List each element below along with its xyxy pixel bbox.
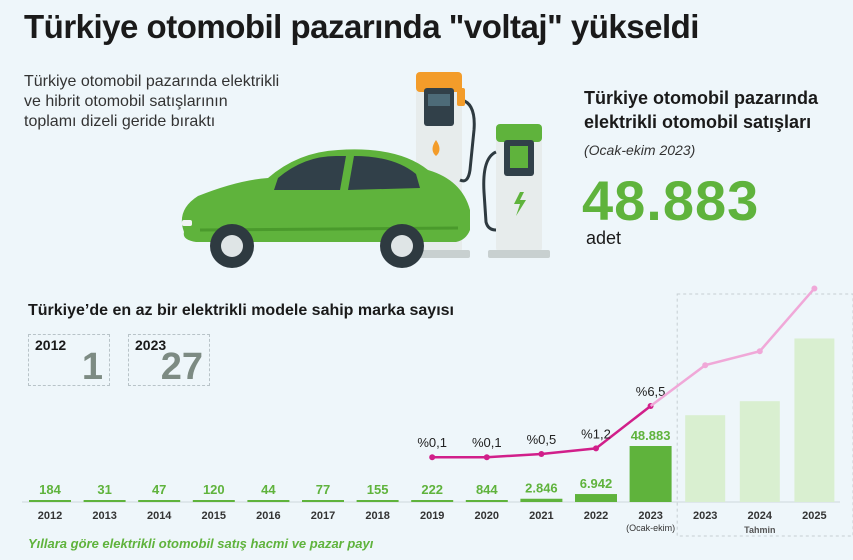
brand-count-title: Türkiye’de en az bir elektrikli modele s… [28, 302, 454, 319]
brand-count-box-2012: 2012 1 [28, 334, 110, 388]
sales-bar-label: 47 [152, 482, 166, 497]
market-share-point [538, 451, 545, 457]
ev-charger-icon [482, 124, 550, 258]
x-tick-label: 2019 [420, 510, 444, 522]
stat-period: (Ocak-ekim 2023) [584, 142, 696, 158]
sales-bar [302, 500, 344, 502]
sales-bar [247, 500, 290, 502]
sales-bar-label: 31 [97, 482, 111, 497]
sales-bar-label: 184 [39, 482, 61, 497]
car-charger-illustration [181, 72, 550, 268]
sales-bar [356, 500, 399, 502]
sales-bar-label: 2.846 [525, 481, 558, 496]
market-share-label: %0,1 [417, 435, 447, 450]
sales-bar [29, 500, 71, 502]
brand-count-box-2023: 2023 27 [128, 334, 210, 388]
forecast-trend-point [702, 362, 709, 369]
stat-title: Türkiye otomobil pazarında elektrikli ot… [584, 88, 819, 132]
sales-bar [192, 500, 235, 502]
forecast-trend-line [649, 287, 816, 408]
market-share-label: %0,5 [527, 432, 557, 447]
brand-count-value: 27 [160, 346, 203, 388]
sales-bar [138, 500, 181, 502]
market-share-label: %6,5 [636, 384, 666, 399]
forecast-trend-point [811, 285, 818, 292]
sales-bar-label: 155 [367, 482, 389, 497]
market-share-point [483, 454, 490, 461]
x-tick-note: (Ocak-ekim) [626, 523, 675, 533]
sales-bar [629, 446, 672, 502]
forecast-label: Tahmin [744, 525, 775, 535]
brand-count-value: 1 [81, 346, 103, 388]
sales-bar-label: 120 [203, 482, 225, 497]
market-share-label: %0,1 [472, 435, 502, 450]
x-tick-label: 2013 [92, 510, 116, 522]
x-tick-label: 2012 [38, 510, 62, 522]
forecast-bar [794, 338, 835, 502]
stat-value: 48.883 [582, 169, 760, 232]
x-tick-label: 2024 [748, 510, 773, 522]
x-tick-label: 2023 [638, 510, 662, 522]
sales-bar-label: 48.883 [631, 428, 671, 443]
x-tick-label: 2025 [802, 510, 826, 522]
x-tick-label: 2020 [475, 510, 499, 522]
sales-bar-label: 44 [261, 482, 276, 497]
x-tick-label: 2021 [529, 510, 553, 522]
x-tick-label: 2016 [256, 510, 280, 522]
x-tick-label: 2023 [693, 510, 717, 522]
sales-bar [411, 500, 454, 502]
brand-count-year: 2012 [35, 337, 67, 353]
forecast-bar [739, 401, 780, 502]
stat-unit: adet [586, 228, 622, 248]
sales-bar [83, 500, 126, 502]
market-share-label: %1,2 [581, 426, 611, 441]
sales-bar [465, 500, 508, 502]
x-tick-label: 2014 [147, 510, 172, 522]
page-title: Türkiye otomobil pazarında "voltaj" yüks… [24, 8, 699, 45]
sales-bar-label: 6.942 [580, 476, 613, 491]
electric-car-icon [181, 149, 470, 268]
sales-bar-label: 222 [421, 482, 443, 497]
page-subtitle: Türkiye otomobil pazarında elektrikli ve… [24, 73, 280, 130]
brand-count-year: 2023 [135, 337, 167, 353]
sales-bar [520, 498, 563, 502]
sales-bar-label: 844 [476, 482, 498, 497]
chart-caption: Yıllara göre elektrikli otomobil satış h… [28, 536, 374, 551]
sales-bar [575, 494, 617, 502]
sales-bar-label: 77 [316, 482, 330, 497]
x-tick-label: 2022 [584, 510, 608, 522]
market-share-point [429, 454, 436, 461]
x-tick-label: 2015 [202, 510, 226, 522]
forecast-bar [685, 415, 726, 502]
market-share-point [593, 445, 599, 452]
x-tick-label: 2018 [365, 510, 389, 522]
forecast-region [676, 293, 853, 537]
forecast-trend-point [756, 348, 763, 355]
x-tick-label: 2017 [311, 510, 335, 522]
